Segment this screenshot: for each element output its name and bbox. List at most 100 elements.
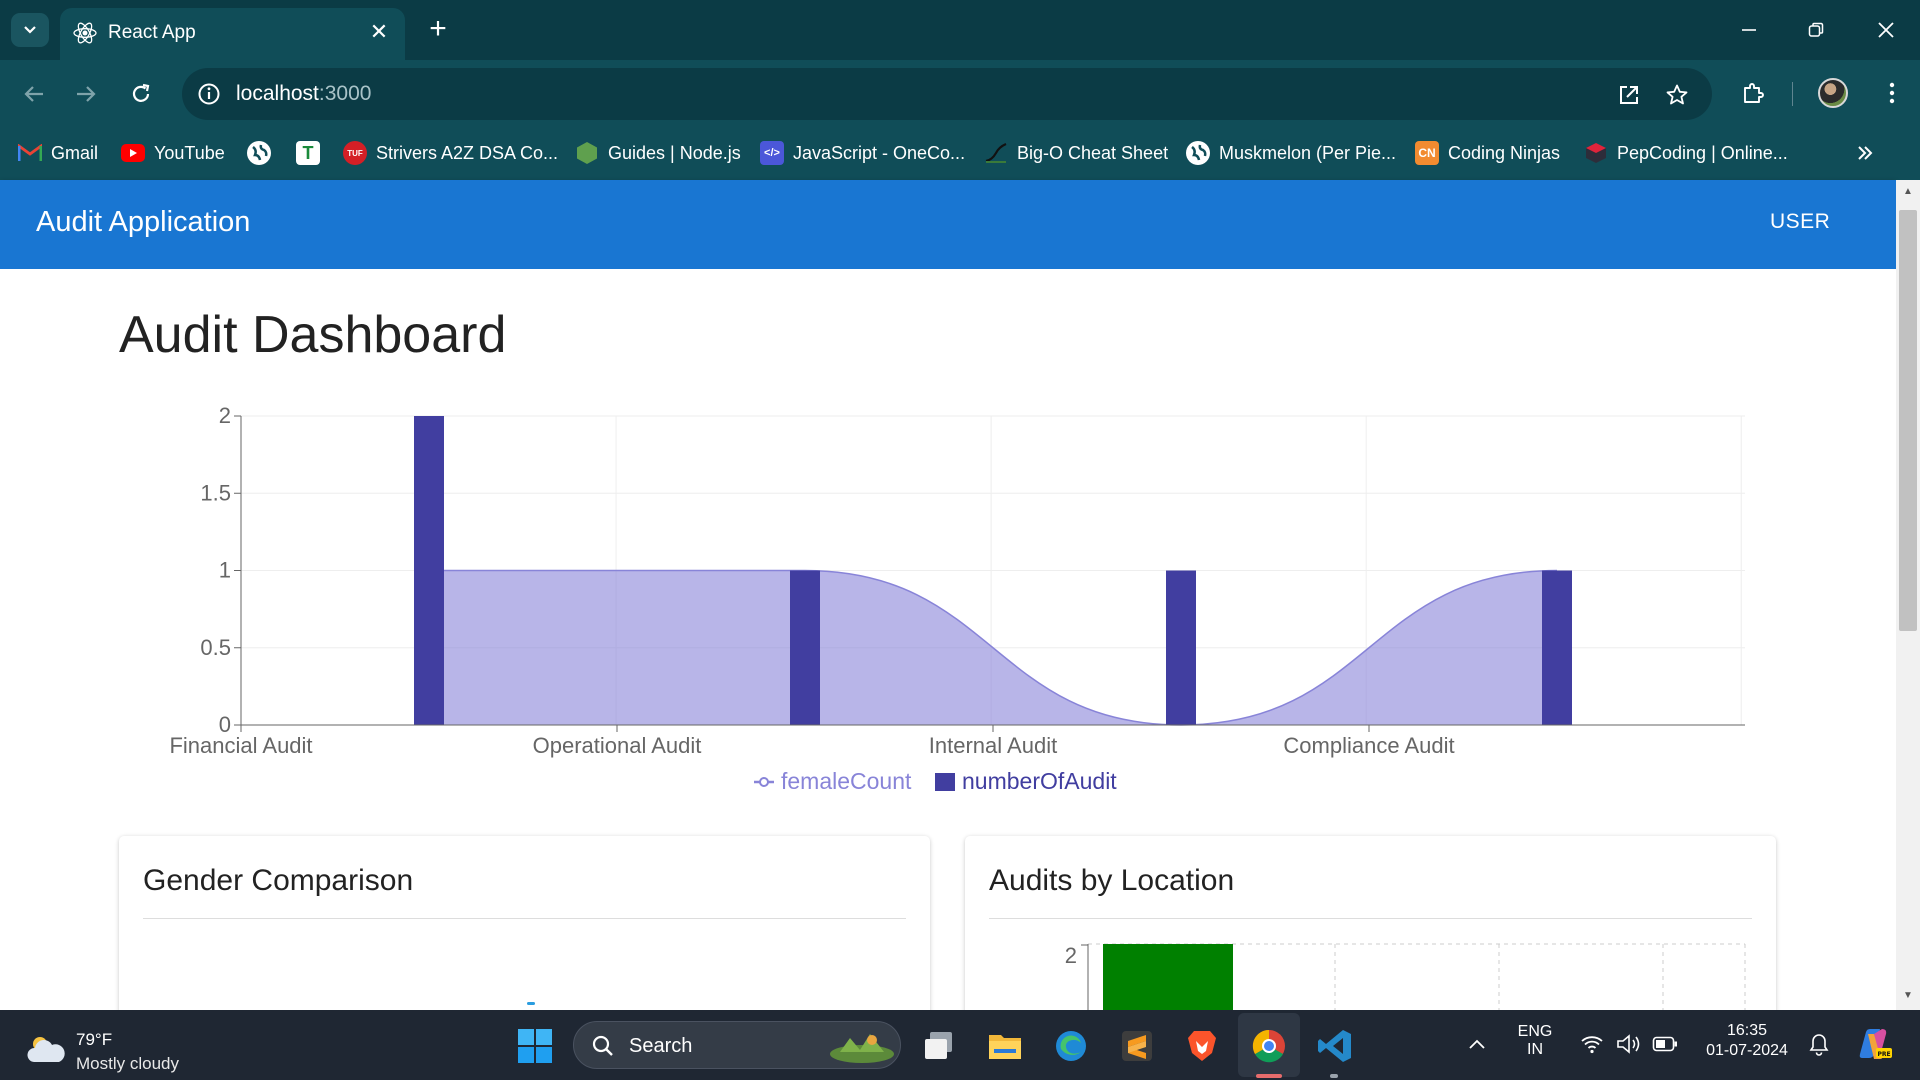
bookmark-globe[interactable]: [247, 139, 280, 167]
bar-location: [1103, 944, 1233, 1010]
user-button[interactable]: USER: [1770, 210, 1831, 233]
y-tick-label: 0: [219, 712, 231, 737]
tab-title: React App: [108, 22, 196, 43]
bookmark-javascript[interactable]: </> JavaScript - OneCo...: [760, 139, 965, 167]
code-icon: </>: [760, 141, 784, 165]
dashboard-content: Audit Dashboard 0 0.5 1 1.5 2 Financial Audit…: [0, 269, 1896, 1010]
page-title: Audit Dashboard: [119, 306, 507, 364]
globe-icon: [1186, 141, 1210, 165]
app-title: Audit Application: [36, 206, 251, 238]
bookmark-bigo[interactable]: Big-O Cheat Sheet: [984, 139, 1168, 167]
bookmark-green-t[interactable]: T: [296, 139, 329, 167]
card-title: Audits by Location: [989, 864, 1235, 897]
clock[interactable]: 16:35 01-07-2024: [1706, 1022, 1788, 1059]
open-in-app-icon[interactable]: [1614, 80, 1644, 110]
address-bar[interactable]: localhost:3000: [182, 68, 1712, 120]
sublime-text-icon[interactable]: [1118, 1027, 1156, 1065]
bookmark-strivers[interactable]: TUF Strivers A2Z DSA Co...: [343, 139, 558, 167]
menu-kebab-icon[interactable]: [1875, 76, 1909, 110]
more-bookmarks-icon[interactable]: [1856, 139, 1874, 167]
legend-symbol-numberOfAudit: [935, 773, 955, 791]
bookmark-nodejs[interactable]: Guides | Node.js: [575, 139, 741, 167]
scroll-up-icon[interactable]: ▲: [1903, 186, 1913, 197]
cloud-icon: [27, 1037, 65, 1062]
legend-label-numberOfAudit: numberOfAudit: [962, 768, 1117, 794]
scroll-thumb[interactable]: [1899, 210, 1917, 631]
restore-icon[interactable]: [1800, 14, 1832, 46]
minimize-icon[interactable]: [1733, 14, 1765, 46]
app-header: Audit Application USER: [0, 180, 1896, 269]
legend-label-femaleCount: femaleCount: [781, 768, 912, 794]
battery-icon[interactable]: [1652, 1035, 1678, 1053]
bookmark-coding-ninjas[interactable]: CN Coding Ninjas: [1415, 139, 1560, 167]
search-placeholder: Search: [629, 1035, 693, 1057]
reload-icon[interactable]: [123, 76, 159, 112]
wifi-icon[interactable]: [1580, 1034, 1604, 1054]
bookmark-muskmelon[interactable]: Muskmelon (Per Pie...: [1186, 139, 1396, 167]
gender-comparison-card: Gender Comparison: [119, 836, 930, 1010]
page-scrollbar[interactable]: ▲ ▼: [1896, 180, 1920, 1010]
chevron-down-icon: [24, 26, 36, 34]
vscode-icon[interactable]: [1316, 1027, 1354, 1065]
chart-legend: femaleCount numberOfAudit: [754, 768, 1117, 794]
volume-icon[interactable]: [1616, 1034, 1642, 1054]
location-chart: 2: [1065, 943, 1746, 1010]
site-info-icon[interactable]: [196, 81, 222, 107]
nodejs-icon: [575, 141, 599, 165]
close-window-icon[interactable]: [1870, 14, 1902, 46]
bar-numberOfAudit: [1166, 570, 1196, 725]
file-explorer-icon[interactable]: [986, 1027, 1024, 1065]
forward-arrow-icon[interactable]: [68, 76, 104, 112]
close-tab-icon[interactable]: ✕: [369, 19, 389, 44]
bar-numberOfAudit: [790, 570, 820, 725]
bookmark-youtube[interactable]: YouTube: [121, 139, 225, 167]
browser-toolbar: localhost:3000: [0, 60, 1920, 127]
profile-avatar[interactable]: [1818, 78, 1848, 108]
globe-icon: [247, 141, 271, 165]
search-icon: [592, 1035, 613, 1056]
tab-react-app[interactable]: React App ✕: [60, 8, 405, 60]
x-tick-label: Internal Audit: [929, 733, 1057, 758]
x-tick-label: Compliance Audit: [1283, 733, 1454, 758]
brave-icon[interactable]: [1183, 1027, 1221, 1065]
taskbar-search[interactable]: Search: [573, 1021, 901, 1069]
language-indicator[interactable]: ENG IN: [1517, 1023, 1553, 1058]
bookmarks-bar: Gmail YouTube T TUF Strivers A2Z DSA Co.…: [0, 127, 1920, 180]
extensions-icon[interactable]: [1736, 76, 1770, 110]
chrome-active-indicator: [1256, 1074, 1282, 1078]
gender-chart-marker: [527, 1002, 535, 1005]
url-text[interactable]: localhost:3000: [236, 82, 372, 105]
gmail-icon: [18, 141, 42, 165]
y-tick-label: 1: [219, 558, 231, 583]
bookmark-gmail[interactable]: Gmail: [18, 139, 98, 167]
new-tab-icon[interactable]: +: [429, 12, 447, 45]
weather-temperature: 79°F: [76, 1030, 113, 1049]
card-divider: [989, 918, 1752, 919]
bookmark-star-icon[interactable]: [1662, 80, 1692, 110]
bookmark-pepcoding[interactable]: PepCoding | Online...: [1584, 139, 1788, 167]
y-tick-label: 2: [219, 403, 231, 428]
audit-chart: 0 0.5 1 1.5 2 Financial Audit Operational Audi…: [169, 403, 1745, 794]
copilot-icon[interactable]: PRE: [1854, 1026, 1894, 1062]
edge-icon[interactable]: [1052, 1027, 1090, 1065]
x-tick-label: Financial Audit: [169, 733, 312, 758]
card-title: Gender Comparison: [143, 864, 414, 897]
back-arrow-icon[interactable]: [16, 76, 52, 112]
legend-symbol-femaleCount-dot: [759, 777, 769, 787]
scroll-down-icon[interactable]: ▼: [1903, 990, 1913, 1001]
vscode-running-indicator: [1330, 1074, 1338, 1078]
series-area-femaleCount: [444, 570, 1557, 725]
task-view-icon[interactable]: [920, 1027, 958, 1065]
notification-bell-icon[interactable]: [1808, 1032, 1830, 1056]
weather-description: Mostly cloudy: [76, 1054, 179, 1073]
audits-by-location-card: Audits by Location 2: [965, 836, 1776, 1010]
y-tick-label: 1.5: [200, 480, 231, 505]
y-tick-label: 0.5: [200, 635, 231, 660]
coding-ninjas-icon: CN: [1415, 141, 1439, 165]
show-hidden-icons-icon[interactable]: [1468, 1038, 1486, 1050]
series-line-femaleCount: [444, 569, 1558, 726]
chrome-icon[interactable]: [1250, 1027, 1288, 1065]
x-tick-label: Operational Audit: [533, 733, 702, 758]
tab-search-button[interactable]: [11, 13, 49, 47]
windows-start-icon[interactable]: [516, 1027, 554, 1065]
